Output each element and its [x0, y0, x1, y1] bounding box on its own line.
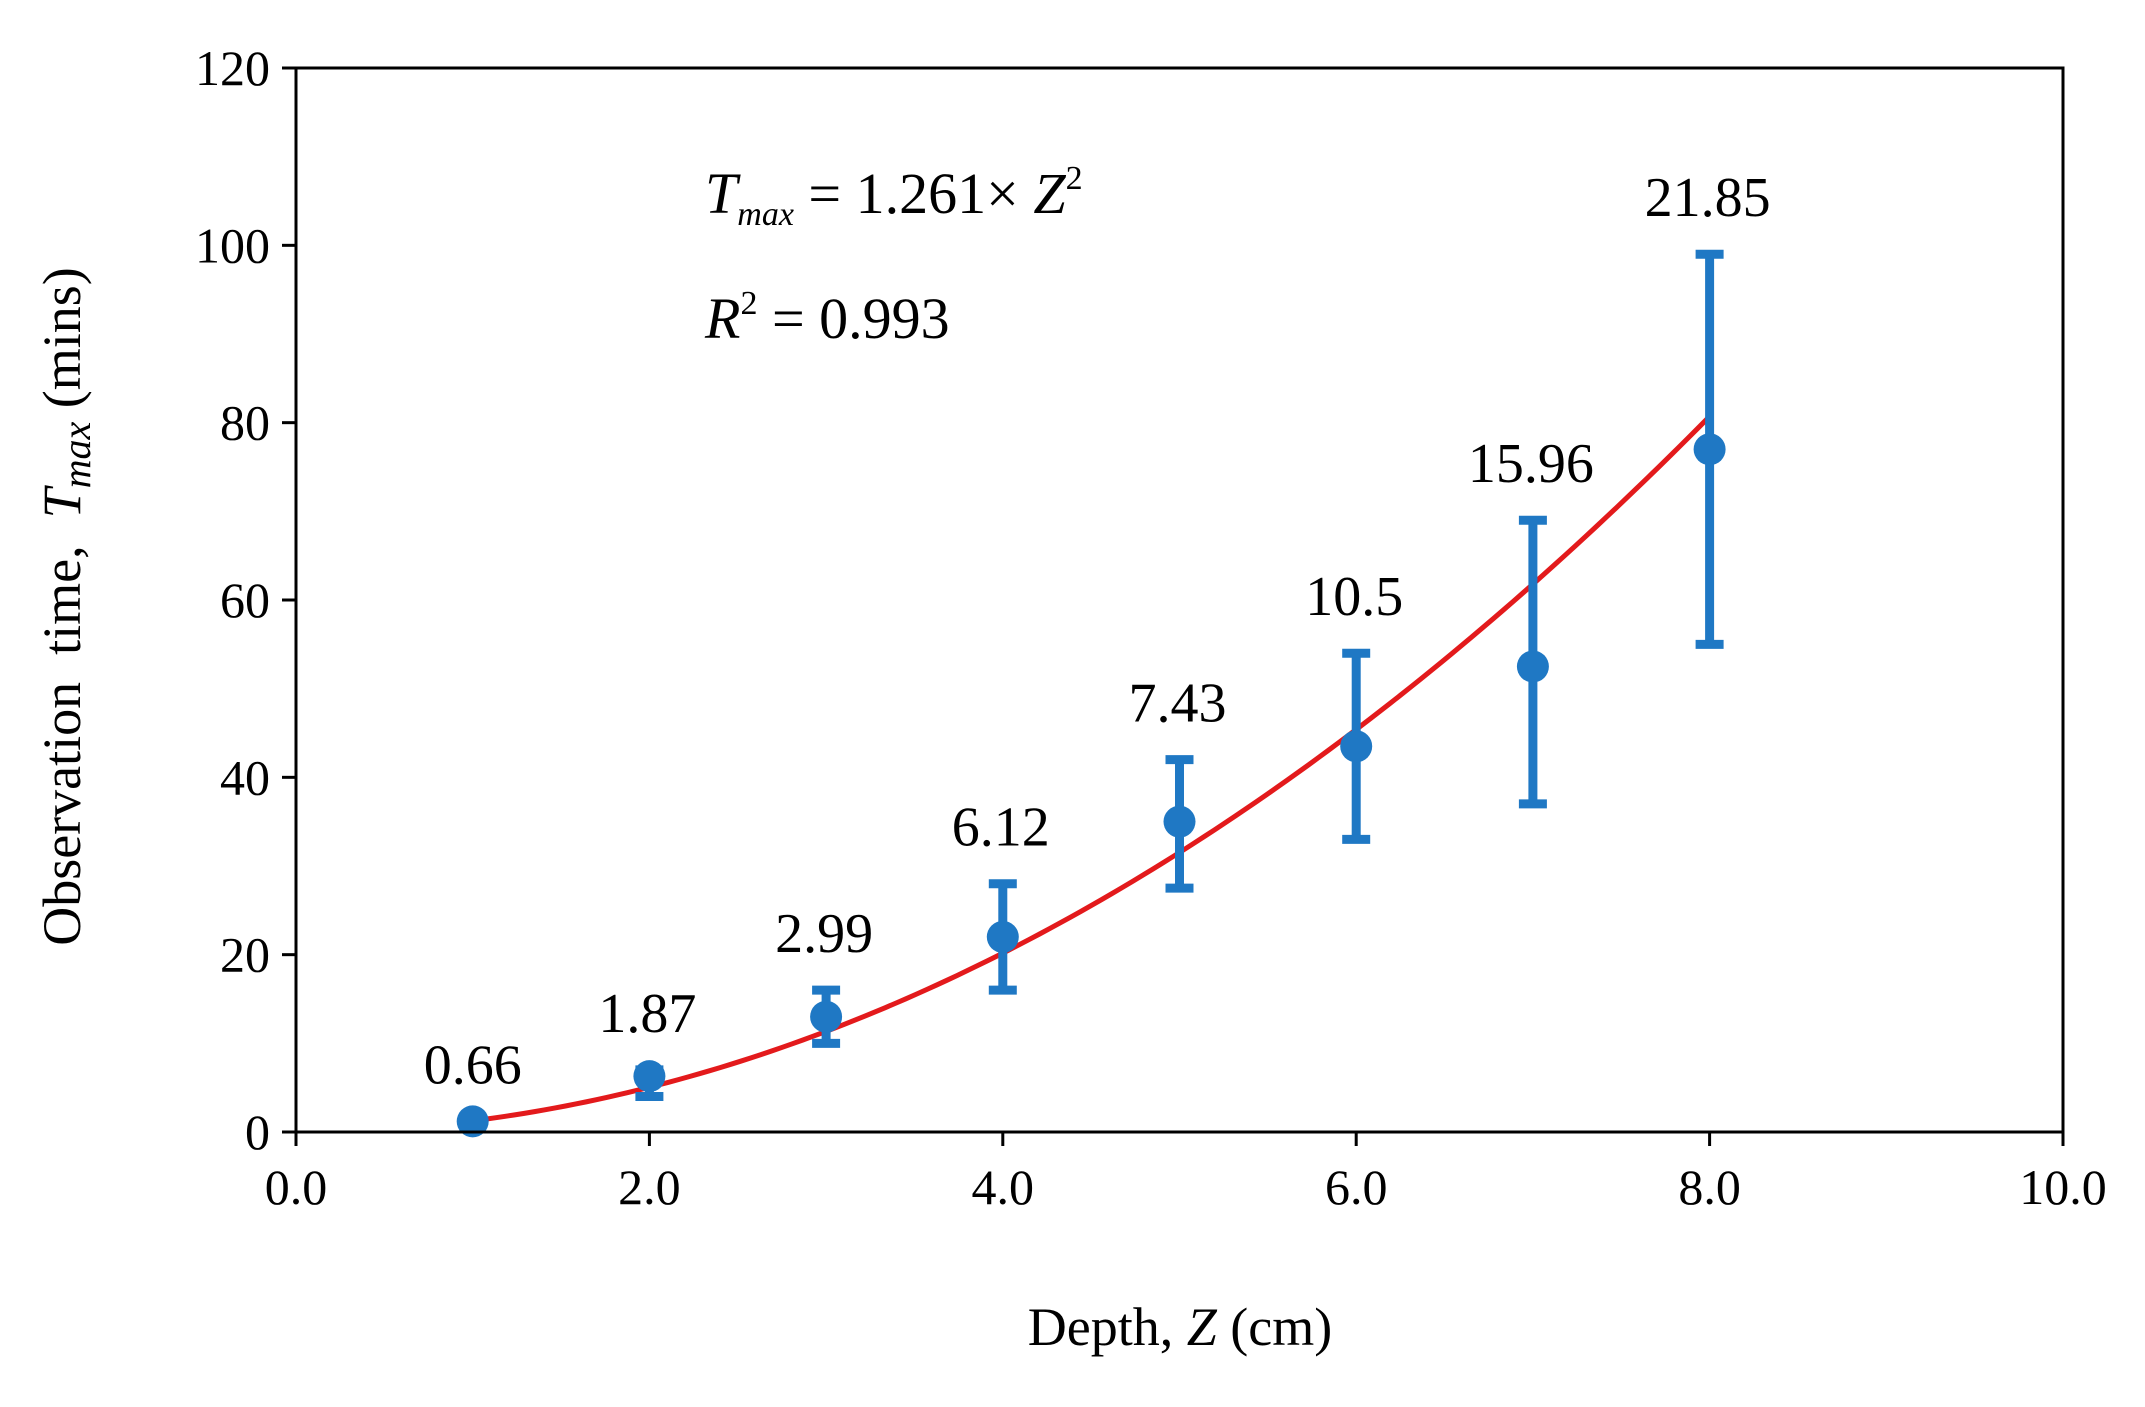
fit-curve [470, 413, 1713, 1124]
y-axis-title-suffix: (mins) [32, 267, 92, 422]
equation-annotation: Tmax = 1.261× Z2 R2 = 0.993 [704, 160, 1083, 351]
data-label-1: 1.87 [598, 983, 696, 1045]
x-axis-title-prefix: Depth, [1028, 1297, 1187, 1357]
data-points-layer [456, 433, 1726, 1138]
equation-fit: Tmax = 1.261× Z2 [705, 160, 1083, 233]
y-axis-title: Observation time, Tmax (mins) [32, 227, 99, 1014]
y-tick-label-1: 20 [220, 927, 270, 983]
x-tick-label-5: 10.0 [2019, 1159, 2107, 1215]
x-axis-title-suffix: (cm) [1217, 1297, 1332, 1357]
data-label-4: 7.43 [1129, 673, 1227, 735]
equation-lhs-var: T [705, 161, 741, 226]
data-point-7 [1693, 433, 1726, 466]
r2-rhs: = 0.993 [757, 286, 949, 351]
y-tick-label-5: 100 [195, 217, 270, 273]
data-point-1 [633, 1060, 666, 1093]
data-point-0 [456, 1105, 489, 1138]
equation-lhs-sub: max [737, 196, 794, 233]
y-axis-title-prefix: Observation time, [32, 518, 92, 945]
equation-var: Z [1033, 161, 1066, 226]
plot-frame [294, 66, 2065, 1134]
fit-curve-layer [470, 413, 1713, 1124]
r2-sup: 2 [740, 285, 757, 322]
data-label-0: 0.66 [424, 1034, 522, 1096]
data-label-2: 2.99 [775, 903, 873, 965]
y-tick-label-0: 0 [245, 1104, 270, 1160]
equation-rhs: = 1.261× [794, 161, 1033, 226]
y-tick-label-6: 120 [195, 40, 270, 96]
y-axis-title-var: T [32, 484, 92, 518]
y-tick-label-2: 40 [220, 749, 270, 805]
data-label-6: 15.96 [1468, 433, 1594, 495]
data-labels-layer: 0.66 1.87 2.99 6.12 7.43 10.5 15.96 21.85 [424, 167, 1771, 1096]
data-label-7: 21.85 [1645, 167, 1771, 229]
x-tick-label-4: 8.0 [1678, 1159, 1741, 1215]
data-point-2 [810, 1000, 843, 1033]
axes: 0.0 2.0 4.0 6.0 8.0 10.0 0 20 40 60 80 100 120 [195, 40, 2107, 1215]
y-tick-label-3: 60 [220, 572, 270, 628]
data-point-5 [1340, 730, 1373, 763]
data-point-4 [1163, 805, 1196, 838]
x-tick-label-1: 2.0 [618, 1159, 681, 1215]
x-tick-label-2: 4.0 [972, 1159, 1035, 1215]
data-label-3: 6.12 [952, 797, 1050, 859]
y-tick-label-4: 80 [220, 395, 270, 451]
x-tick-label-0: 0.0 [265, 1159, 328, 1215]
data-label-5: 10.5 [1305, 566, 1403, 628]
data-point-6 [1516, 650, 1549, 683]
equation-r2: R2 = 0.993 [704, 285, 950, 351]
x-axis-title: Depth, Z (cm) [1028, 1297, 1332, 1357]
x-axis-title-var: Z [1187, 1297, 1218, 1357]
y-axis-title-sub: max [54, 421, 99, 488]
r2-var: R [704, 286, 740, 351]
x-tick-label-3: 6.0 [1325, 1159, 1388, 1215]
equation-sup: 2 [1066, 160, 1083, 197]
data-point-3 [986, 920, 1019, 953]
